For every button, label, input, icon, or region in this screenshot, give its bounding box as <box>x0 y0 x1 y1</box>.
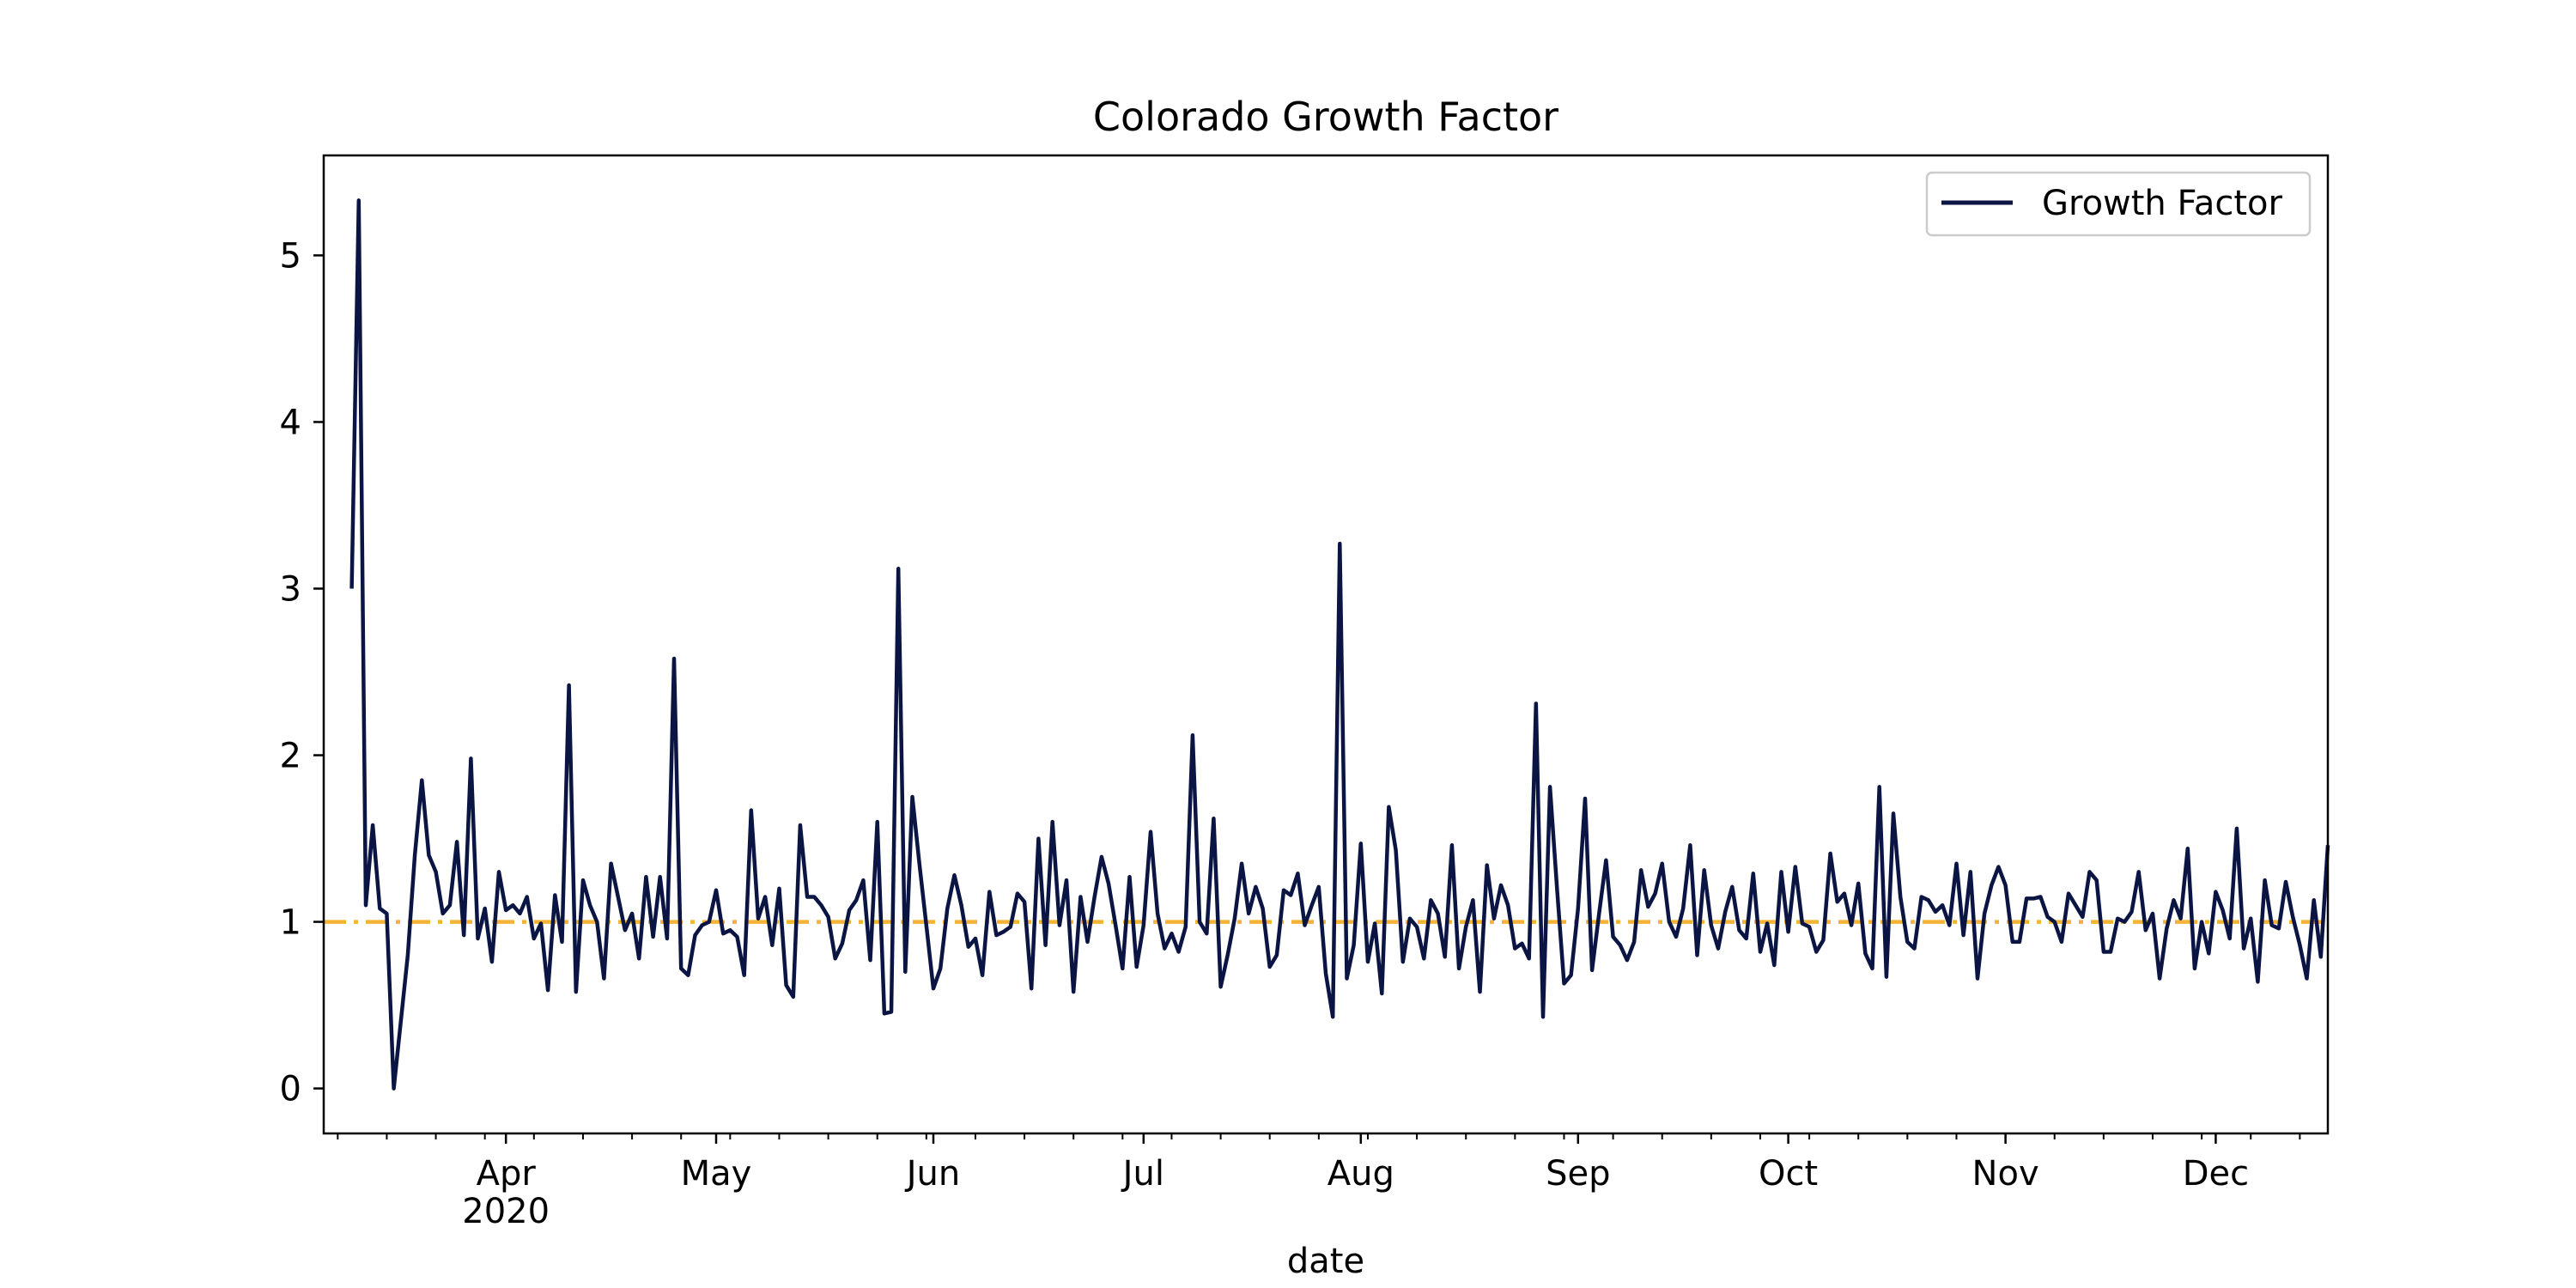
chart-title: Colorado Growth Factor <box>1093 94 1558 140</box>
legend-box <box>1925 171 2312 237</box>
x-tick-label: Nov <box>1972 1154 2039 1194</box>
x-tick-label: Sep <box>1546 1154 1610 1194</box>
plot-area <box>322 154 2330 1135</box>
y-tick-label: 4 <box>280 403 301 442</box>
y-tick-label: 3 <box>280 569 301 609</box>
legend-label-growth-factor: Growth Factor <box>2042 184 2282 223</box>
x-tick-label: Aug <box>1327 1154 1394 1194</box>
plot-frame <box>322 154 2330 1135</box>
y-tick-label: 5 <box>280 236 301 276</box>
x-tick-label: Oct <box>1759 1154 1818 1194</box>
y-tick-label: 1 <box>280 903 301 943</box>
x-tick-label: Apr <box>477 1154 537 1194</box>
x-tick-label: Jun <box>904 1154 961 1194</box>
legend: Growth Factor <box>1925 171 2312 237</box>
y-tick-label: 2 <box>280 737 301 776</box>
x-tick-label: Dec <box>2183 1154 2249 1194</box>
x-tick-label: Jul <box>1121 1154 1164 1194</box>
y-tick-label: 0 <box>280 1070 301 1109</box>
x-axis-label: date <box>1287 1242 1364 1281</box>
x-tick-label: May <box>681 1154 752 1194</box>
y-axis: 0 1 2 3 4 5 <box>280 236 324 1109</box>
series-line-growth-factor <box>349 198 2330 1091</box>
x-tick-sublabel: 2020 <box>462 1192 550 1231</box>
